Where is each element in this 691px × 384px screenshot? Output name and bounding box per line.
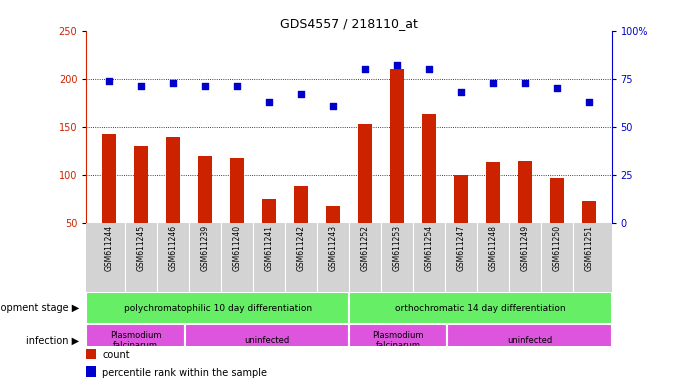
Point: [392, 62, 403, 68]
Bar: [422, 114, 436, 223]
Bar: [262, 199, 276, 223]
Bar: [86, 349, 96, 359]
Bar: [198, 156, 212, 223]
Bar: [390, 69, 404, 223]
Bar: [349, 292, 612, 324]
Text: GSM611247: GSM611247: [457, 225, 466, 271]
Text: infection ▶: infection ▶: [26, 336, 79, 346]
Point: [488, 79, 499, 86]
Bar: [86, 366, 96, 377]
Text: GSM611242: GSM611242: [296, 225, 305, 271]
Text: GSM611250: GSM611250: [553, 225, 562, 271]
Text: GSM611246: GSM611246: [169, 225, 178, 271]
Text: GSM611249: GSM611249: [520, 225, 529, 271]
Bar: [486, 162, 500, 223]
Point: [584, 99, 595, 105]
Text: GSM611244: GSM611244: [104, 225, 113, 271]
Bar: [166, 137, 180, 223]
Bar: [133, 146, 148, 223]
Text: GSM611251: GSM611251: [585, 225, 594, 271]
Text: Plasmodium
falciparum: Plasmodium falciparum: [372, 331, 424, 351]
Bar: [294, 186, 308, 223]
Bar: [454, 175, 468, 223]
Bar: [518, 161, 532, 223]
Text: GSM611240: GSM611240: [232, 225, 241, 271]
Bar: [229, 159, 244, 223]
Bar: [184, 324, 349, 357]
Text: orthochromatic 14 day differentiation: orthochromatic 14 day differentiation: [395, 304, 565, 313]
Point: [199, 83, 210, 89]
Text: polychromatophilic 10 day differentiation: polychromatophilic 10 day differentiatio…: [124, 304, 312, 313]
Point: [103, 78, 114, 84]
Bar: [102, 134, 116, 223]
Text: GSM611245: GSM611245: [136, 225, 145, 271]
Point: [263, 99, 274, 105]
Point: [167, 79, 178, 86]
Bar: [349, 324, 448, 357]
Text: Plasmodium
falciparum: Plasmodium falciparum: [110, 331, 162, 351]
Text: GSM611252: GSM611252: [361, 225, 370, 271]
Point: [424, 66, 435, 72]
Text: GSM611243: GSM611243: [328, 225, 337, 271]
Point: [520, 79, 531, 86]
Text: percentile rank within the sample: percentile rank within the sample: [102, 367, 267, 377]
Text: GSM611253: GSM611253: [392, 225, 401, 271]
Point: [231, 83, 243, 89]
Text: GSM611254: GSM611254: [424, 225, 433, 271]
Point: [328, 103, 339, 109]
Title: GDS4557 / 218110_at: GDS4557 / 218110_at: [280, 17, 418, 30]
Text: GSM611248: GSM611248: [489, 225, 498, 271]
Bar: [358, 124, 372, 223]
Point: [359, 66, 370, 72]
Text: GSM611239: GSM611239: [200, 225, 209, 271]
Point: [551, 85, 562, 91]
Text: GSM611241: GSM611241: [265, 225, 274, 271]
Bar: [86, 324, 184, 357]
Point: [455, 89, 466, 95]
Point: [135, 83, 146, 89]
Bar: [582, 200, 596, 223]
Point: [295, 91, 306, 97]
Bar: [325, 207, 340, 223]
Text: uninfected: uninfected: [507, 336, 552, 345]
Text: count: count: [102, 350, 130, 360]
Bar: [550, 178, 565, 223]
Text: uninfected: uninfected: [245, 336, 290, 345]
Text: development stage ▶: development stage ▶: [0, 303, 79, 313]
Bar: [86, 292, 349, 324]
Bar: [447, 324, 612, 357]
